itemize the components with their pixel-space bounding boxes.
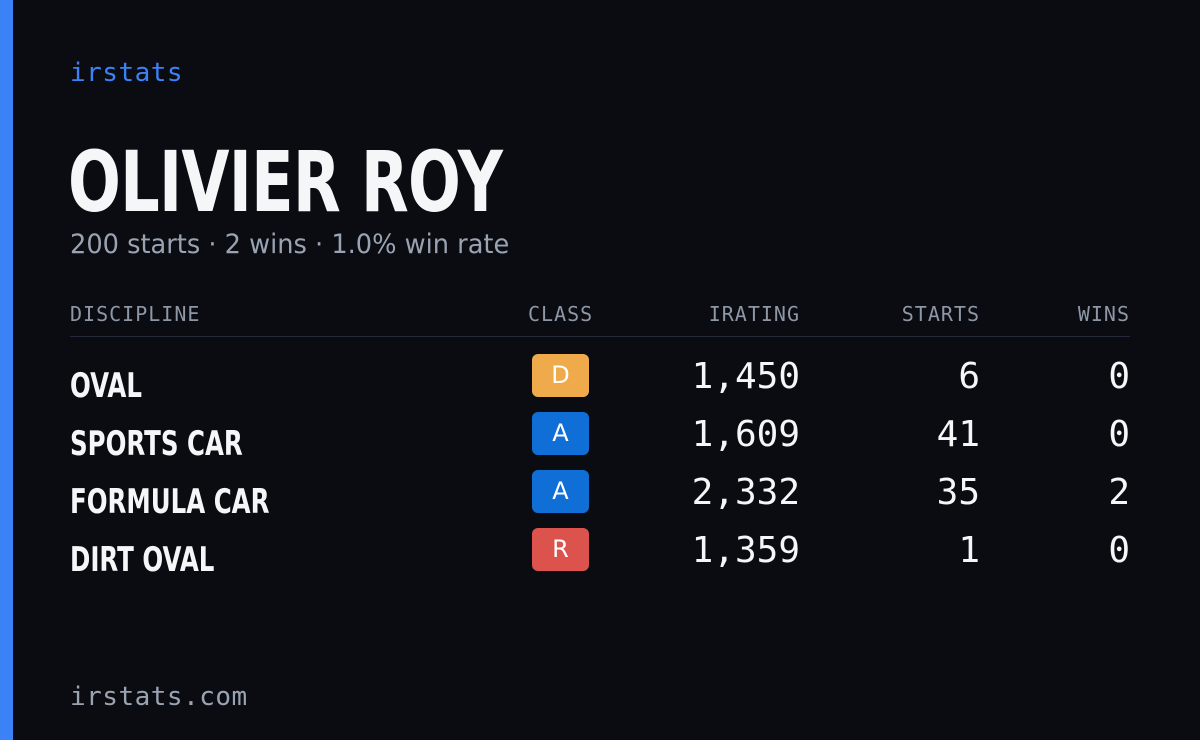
row-irating: 1,359 xyxy=(691,530,800,571)
discipline-table: DISCIPLINE CLASS IRATING STARTS WINS OVA… xyxy=(70,296,1130,580)
row-starts: 6 xyxy=(958,356,980,397)
header-starts: STARTS xyxy=(901,302,980,326)
license-class-badge: A xyxy=(532,412,589,455)
row-wins: 0 xyxy=(1108,356,1130,397)
driver-summary: 200 starts · 2 wins · 1.0% win rate xyxy=(70,229,510,260)
row-starts: 1 xyxy=(958,530,980,571)
row-wins: 2 xyxy=(1108,472,1130,513)
header-discipline: DISCIPLINE xyxy=(70,302,201,326)
table-row: FORMULA CAR A 2,332 35 2 xyxy=(70,470,1130,528)
row-discipline: SPORTS CAR xyxy=(70,424,243,464)
table-header: DISCIPLINE CLASS IRATING STARTS WINS xyxy=(70,296,1130,337)
footer-url: irstats.com xyxy=(70,682,248,712)
row-irating: 2,332 xyxy=(691,472,800,513)
license-class-badge: A xyxy=(532,470,589,513)
table-row: OVAL D 1,450 6 0 xyxy=(70,354,1130,412)
row-starts: 35 xyxy=(936,472,980,513)
header-class: CLASS xyxy=(528,302,594,326)
header-wins: WINS xyxy=(1077,302,1130,326)
row-discipline: FORMULA CAR xyxy=(70,482,270,522)
header-irating: IRATING xyxy=(708,302,800,326)
row-irating: 1,450 xyxy=(691,356,800,397)
license-class-badge: R xyxy=(532,528,589,571)
row-starts: 41 xyxy=(936,414,980,455)
driver-name: OLIVIER ROY xyxy=(68,133,503,231)
row-wins: 0 xyxy=(1108,414,1130,455)
row-discipline: OVAL xyxy=(70,366,142,406)
row-discipline: DIRT OVAL xyxy=(70,540,215,580)
row-irating: 1,609 xyxy=(691,414,800,455)
license-class-badge: D xyxy=(532,354,589,397)
accent-bar xyxy=(0,0,13,740)
table-row: SPORTS CAR A 1,609 41 0 xyxy=(70,412,1130,470)
row-wins: 0 xyxy=(1108,530,1130,571)
table-row: DIRT OVAL R 1,359 1 0 xyxy=(70,528,1130,586)
brand-logo-text: irstats xyxy=(70,58,184,88)
